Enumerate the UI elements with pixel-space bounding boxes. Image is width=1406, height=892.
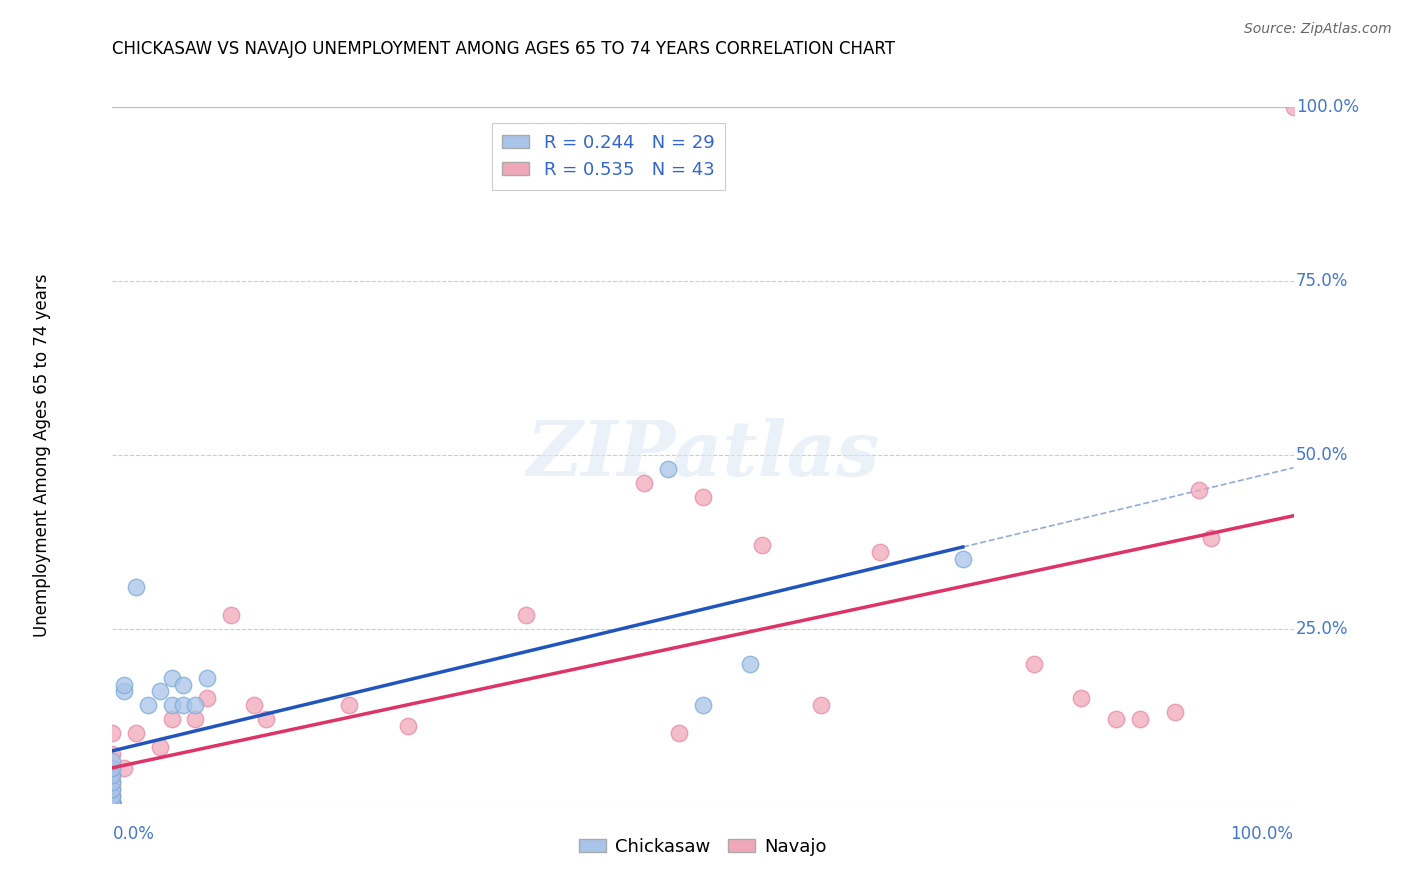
- Point: [740, 657, 762, 671]
- Point: [160, 712, 183, 726]
- Point: [101, 796, 124, 810]
- Point: [184, 698, 207, 713]
- Point: [101, 796, 124, 810]
- Text: ZIPatlas: ZIPatlas: [526, 418, 880, 491]
- Point: [101, 796, 124, 810]
- Point: [136, 698, 159, 713]
- Point: [515, 607, 537, 622]
- Point: [1129, 712, 1152, 726]
- Point: [692, 490, 714, 504]
- Point: [101, 796, 124, 810]
- Text: 0.0%: 0.0%: [112, 825, 155, 843]
- Text: CHICKASAW VS NAVAJO UNEMPLOYMENT AMONG AGES 65 TO 74 YEARS CORRELATION CHART: CHICKASAW VS NAVAJO UNEMPLOYMENT AMONG A…: [112, 40, 896, 58]
- Point: [633, 475, 655, 490]
- Point: [101, 775, 124, 789]
- Text: 50.0%: 50.0%: [1296, 446, 1348, 464]
- Point: [243, 698, 266, 713]
- Point: [657, 462, 679, 476]
- Point: [101, 761, 124, 775]
- Point: [1188, 483, 1211, 497]
- Point: [101, 796, 124, 810]
- Point: [1199, 532, 1222, 546]
- Text: 25.0%: 25.0%: [1296, 620, 1348, 638]
- Point: [254, 712, 277, 726]
- Point: [101, 796, 124, 810]
- Point: [219, 607, 242, 622]
- Point: [1070, 691, 1092, 706]
- Point: [101, 781, 124, 796]
- Text: 100.0%: 100.0%: [1296, 98, 1358, 116]
- Point: [1282, 100, 1305, 114]
- Point: [112, 761, 135, 775]
- Point: [1164, 706, 1187, 720]
- Text: 100.0%: 100.0%: [1230, 825, 1294, 843]
- Point: [101, 796, 124, 810]
- Point: [101, 796, 124, 810]
- Point: [101, 789, 124, 803]
- Text: Source: ZipAtlas.com: Source: ZipAtlas.com: [1244, 22, 1392, 37]
- Point: [101, 796, 124, 810]
- Point: [172, 677, 194, 691]
- Point: [160, 671, 183, 685]
- Point: [101, 796, 124, 810]
- Point: [101, 789, 124, 803]
- Point: [195, 691, 218, 706]
- Point: [1022, 657, 1045, 671]
- Text: 75.0%: 75.0%: [1296, 272, 1348, 290]
- Point: [101, 747, 124, 761]
- Point: [692, 698, 714, 713]
- Point: [101, 796, 124, 810]
- Point: [101, 768, 124, 782]
- Point: [172, 698, 194, 713]
- Point: [125, 580, 148, 594]
- Point: [149, 740, 172, 755]
- Point: [125, 726, 148, 740]
- Point: [160, 698, 183, 713]
- Point: [668, 726, 690, 740]
- Point: [337, 698, 360, 713]
- Text: Unemployment Among Ages 65 to 74 years: Unemployment Among Ages 65 to 74 years: [32, 273, 51, 637]
- Point: [101, 796, 124, 810]
- Point: [101, 796, 124, 810]
- Point: [149, 684, 172, 698]
- Point: [101, 761, 124, 775]
- Point: [101, 796, 124, 810]
- Point: [751, 538, 773, 552]
- Point: [112, 677, 135, 691]
- Point: [101, 796, 124, 810]
- Point: [195, 671, 218, 685]
- Point: [184, 712, 207, 726]
- Point: [101, 775, 124, 789]
- Point: [869, 545, 891, 559]
- Legend: Chickasaw, Navajo: Chickasaw, Navajo: [572, 831, 834, 863]
- Point: [101, 796, 124, 810]
- Point: [101, 796, 124, 810]
- Point: [101, 781, 124, 796]
- Point: [101, 726, 124, 740]
- Point: [101, 796, 124, 810]
- Point: [810, 698, 832, 713]
- Point: [112, 684, 135, 698]
- Point: [101, 754, 124, 768]
- Point: [952, 552, 974, 566]
- Point: [1105, 712, 1128, 726]
- Point: [101, 768, 124, 782]
- Point: [396, 719, 419, 733]
